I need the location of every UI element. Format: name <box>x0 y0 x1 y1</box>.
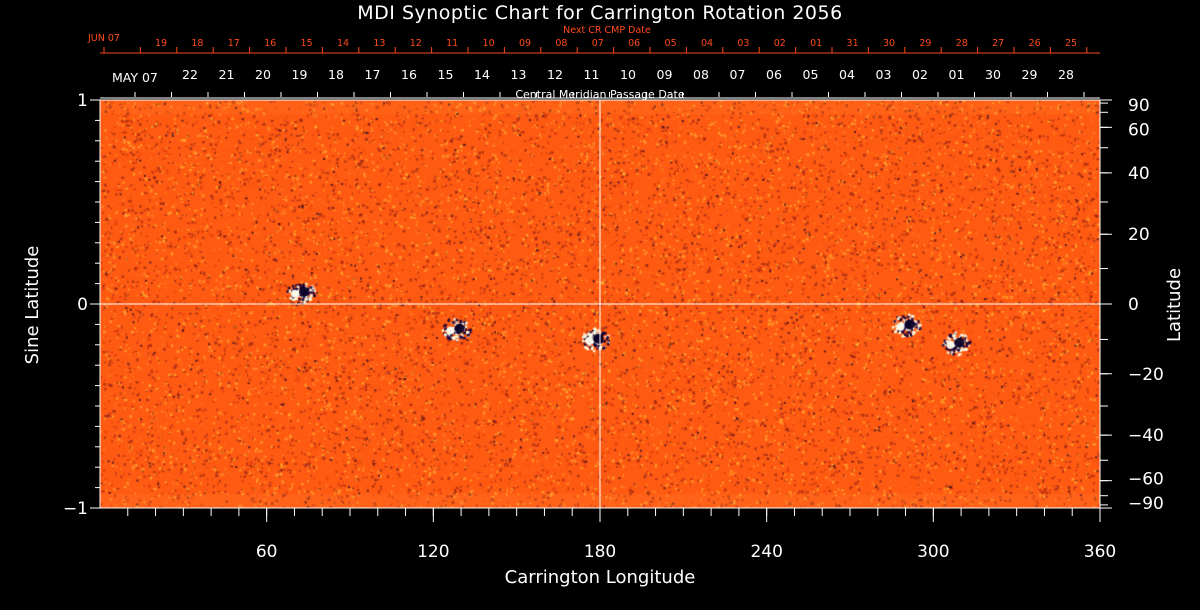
cmp-date: 21 <box>219 67 235 82</box>
cmp-date: 01 <box>949 67 965 82</box>
next-cr-date: 09 <box>519 38 531 49</box>
cmp-date: 11 <box>584 67 600 82</box>
cmp-date: 16 <box>401 67 417 82</box>
next-cr-date: 19 <box>155 38 167 49</box>
next-cr-date: 08 <box>555 38 567 49</box>
next-cr-date: 29 <box>919 38 931 49</box>
chart-title: MDI Synoptic Chart for Carrington Rotati… <box>357 2 843 24</box>
next-cr-date: 11 <box>446 38 458 49</box>
cmp-date: 04 <box>839 67 855 82</box>
next-cr-date: 07 <box>592 38 604 49</box>
cmp-date: 19 <box>292 67 308 82</box>
next-cr-date: 02 <box>774 38 786 49</box>
cmp-label: Central Meridian Passage Date <box>515 88 684 101</box>
cmp-date: 22 <box>182 67 198 82</box>
cmp-date: 20 <box>255 67 271 82</box>
cmp-date: 09 <box>657 67 673 82</box>
next-cr-date: 30 <box>883 38 895 49</box>
next-cr-date: 03 <box>737 38 749 49</box>
next-cr-date: 05 <box>665 38 677 49</box>
date-ruler: JUN 07 19 18 17 16 15 14 13 12 11 10 09 08 07 06 05 04 03… <box>87 33 1100 99</box>
next-cr-date: 26 <box>1029 38 1041 49</box>
next-cr-date: 01 <box>810 38 822 49</box>
next-cr-date: JUN 07 <box>87 33 120 44</box>
next-cr-date: 18 <box>191 38 203 49</box>
next-cr-date: 25 <box>1065 38 1077 49</box>
cmp-date: 14 <box>474 67 490 82</box>
cmp-date: 06 <box>766 67 782 82</box>
next-cr-date: 15 <box>301 38 313 49</box>
cmp-date: 13 <box>511 67 527 82</box>
next-cr-date: 28 <box>956 38 968 49</box>
cmp-date: 08 <box>693 67 709 82</box>
next-cr-date: 04 <box>701 38 713 49</box>
next-cr-date: 27 <box>992 38 1004 49</box>
next-cr-label: Next CR CMP Date <box>563 25 651 36</box>
next-cr-date: 16 <box>264 38 276 49</box>
cmp-date: 07 <box>730 67 746 82</box>
next-cr-date: 10 <box>483 38 495 49</box>
cmp-date: 05 <box>803 67 819 82</box>
next-cr-date: 06 <box>628 38 640 49</box>
magnetogram-image <box>100 100 1100 508</box>
next-cr-date: 17 <box>228 38 240 49</box>
cmp-date: 28 <box>1058 67 1074 82</box>
cmp-date: 30 <box>985 67 1001 82</box>
next-cr-date: 14 <box>337 38 349 49</box>
cmp-date: MAY 07 <box>112 70 158 85</box>
next-cr-date: 13 <box>373 38 385 49</box>
cmp-date: 17 <box>365 67 381 82</box>
cmp-date: 03 <box>876 67 892 82</box>
cmp-date: 10 <box>620 67 636 82</box>
next-cr-date: 31 <box>847 38 859 49</box>
cmp-date: 02 <box>912 67 928 82</box>
cmp-date: 18 <box>328 67 344 82</box>
synoptic-map <box>100 100 1100 508</box>
cmp-date: 15 <box>438 67 454 82</box>
cmp-date: 29 <box>1022 67 1038 82</box>
cmp-date: 12 <box>547 67 563 82</box>
next-cr-date: 12 <box>410 38 422 49</box>
